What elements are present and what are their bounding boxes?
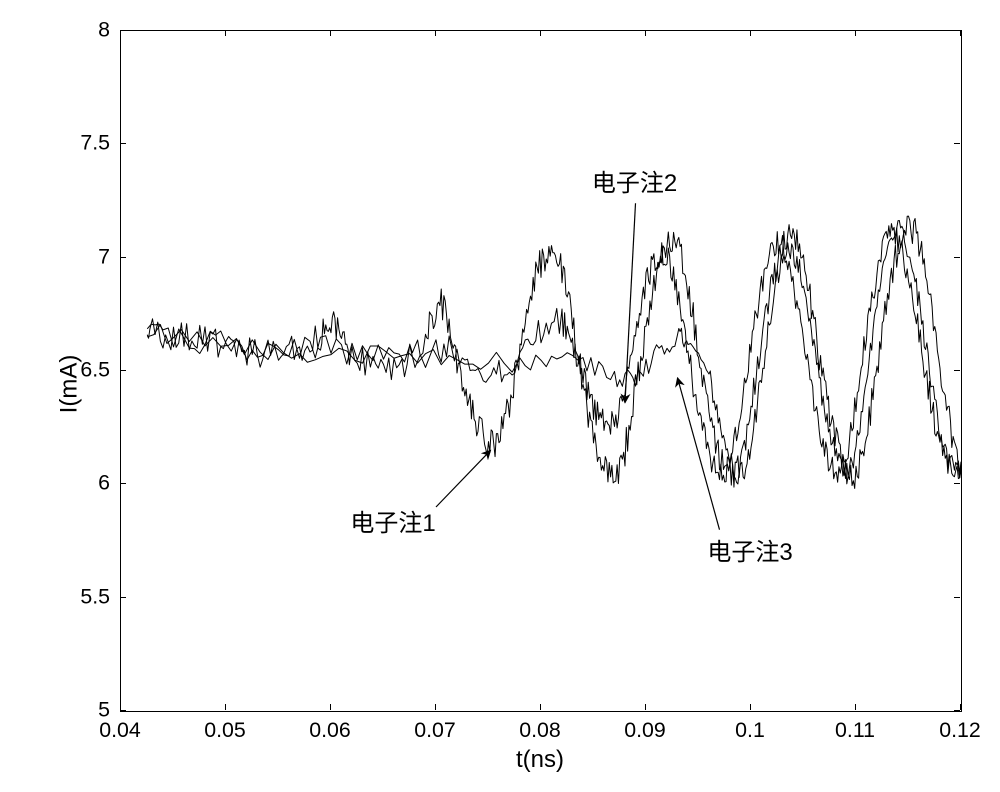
y-tick-label: 8 (98, 18, 110, 43)
annotation-label: 电子注1 (350, 503, 435, 538)
annotation-label: 电子注3 (707, 532, 792, 567)
y-tick-label: 7.5 (80, 131, 110, 156)
y-tick-label: 6.5 (80, 358, 110, 383)
x-tick-label: 0.1 (735, 718, 765, 743)
x-tick-label: 0.04 (99, 718, 141, 743)
x-axis-label: t(ns) (516, 746, 564, 774)
x-tick-label: 0.09 (624, 718, 666, 743)
x-tick-label: 0.12 (939, 718, 981, 743)
y-tick-label: 5.5 (80, 584, 110, 609)
annotation-arrow (436, 450, 491, 507)
annotation-label: 电子注2 (592, 163, 677, 198)
y-tick-label: 6 (98, 471, 110, 496)
x-tick-label: 0.05 (204, 718, 246, 743)
plot-area (120, 30, 962, 712)
x-tick-label: 0.11 (835, 718, 875, 743)
y-axis-label: I(mA) (55, 355, 83, 414)
series-line (147, 216, 961, 488)
x-tick-label: 0.08 (519, 718, 561, 743)
x-tick-label: 0.07 (414, 718, 456, 743)
y-tick-label: 7 (98, 244, 110, 269)
plot-svg (121, 31, 961, 711)
x-tick-label: 0.06 (309, 718, 351, 743)
figure: I(mA) t(ns) 55.566.577.580.040.050.060.0… (0, 0, 1000, 792)
series-line (147, 220, 961, 483)
